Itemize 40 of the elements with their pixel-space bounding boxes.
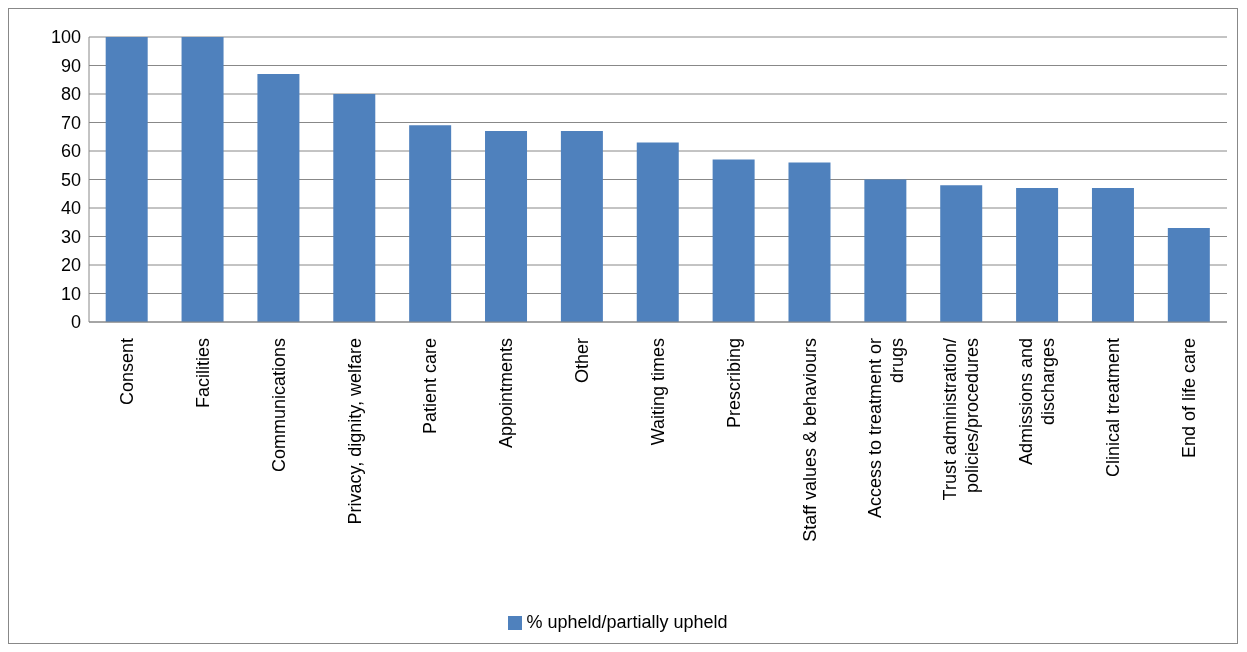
bar (1016, 188, 1059, 322)
bar (181, 37, 224, 322)
x-tick-label: Waiting times (648, 338, 668, 446)
x-tick-label: Privacy, dignity, welfare (344, 338, 365, 525)
y-tick-label: 80 (60, 84, 81, 105)
x-tick-label: Facilities (192, 338, 213, 409)
y-tick-label: 50 (60, 169, 81, 190)
y-tick-label: 40 (60, 198, 81, 219)
bar (1167, 227, 1210, 322)
x-tick-label: Access to treatment or drugs (864, 338, 907, 519)
bar (485, 131, 528, 322)
bar (940, 185, 983, 322)
bar (712, 159, 755, 322)
x-tick-label: End of life care (1179, 338, 1200, 459)
y-tick-label: 60 (60, 141, 81, 162)
y-tick-label: 30 (60, 226, 81, 247)
y-tick-label: 10 (60, 283, 81, 304)
y-tick-label: 100 (50, 27, 81, 48)
bar (560, 131, 603, 322)
y-tick-label: 70 (60, 112, 81, 133)
y-tick-label: 90 (60, 55, 81, 76)
x-tick-label: Other (572, 338, 593, 384)
bar (1091, 188, 1134, 322)
bar (105, 37, 148, 322)
x-tick-label: Consent (116, 338, 137, 406)
y-tick-label: 20 (60, 255, 81, 276)
bar (636, 142, 679, 322)
y-tick-label: 0 (70, 312, 81, 333)
bar (788, 162, 831, 322)
x-tick-label: Staff values & behaviours (799, 338, 820, 542)
x-tick-label: Communications (268, 338, 289, 473)
bar (409, 125, 452, 322)
x-tick-label: Patient care (420, 338, 441, 435)
x-tick-label: Appointments (496, 338, 517, 449)
bar (257, 74, 300, 322)
bar (333, 94, 376, 322)
x-tick-label: Prescribing (723, 338, 744, 429)
bar (864, 179, 907, 322)
x-tick-label: Clinical treatment (1103, 338, 1124, 478)
legend-label: % upheld/partially upheld (526, 612, 728, 632)
